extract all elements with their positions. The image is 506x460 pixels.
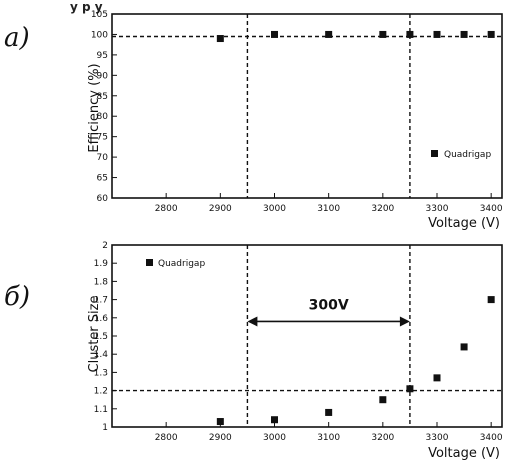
legend-label-efficiency: Quadrigap	[444, 150, 491, 160]
x-axis-label-cluster-size: Voltage (V)	[428, 446, 500, 460]
y-axis-label-cluster-size: Cluster Size	[87, 296, 102, 373]
cluster-size-x-tick-label: 3400	[480, 433, 503, 443]
header-fragment: y p y	[70, 0, 103, 14]
efficiency-y-tick-label: 105	[91, 10, 108, 20]
efficiency-data-point	[216, 35, 224, 43]
cluster-size-data-point	[271, 416, 278, 424]
span-arrow-head-right	[399, 316, 410, 327]
legend-marker-efficiency	[431, 150, 438, 157]
efficiency-x-tick-label: 2900	[209, 204, 232, 214]
efficiency-y-tick-label: 75	[97, 133, 108, 143]
efficiency-x-tick-label: 3100	[317, 204, 340, 214]
cluster-size-y-tick-label: 1.7	[94, 296, 108, 306]
cluster-size-x-tick-label: 3000	[263, 433, 286, 443]
cluster-size-x-tick-label: 2800	[155, 433, 178, 443]
cluster-size-y-tick-label: 1.1	[94, 405, 108, 415]
cluster-size-plot-frame	[111, 244, 503, 428]
cluster-size-x-tick-label: 3200	[371, 433, 394, 443]
cluster-size-x-tick-label: 3300	[426, 433, 449, 443]
cluster-size-x-tick-label: 2900	[209, 433, 232, 443]
cluster-size-data-point	[487, 296, 495, 304]
cluster-size-panel: б) Cluster Size 2800 2900 3000 3100 3200 3300…	[4, 241, 503, 460]
efficiency-x-tick-label: 3400	[480, 204, 503, 214]
y-axis-label-efficiency: Efficiency (%)	[87, 63, 102, 152]
efficiency-y-tick-label: 100	[91, 30, 108, 40]
legend-marker-cluster-size	[146, 259, 153, 266]
efficiency-plot-frame	[111, 13, 503, 199]
cluster-size-data-point	[325, 408, 333, 416]
panel-label-b: б)	[4, 282, 30, 312]
cluster-size-y-tick-label: 1	[102, 423, 108, 433]
efficiency-x-tick-label: 3200	[371, 204, 394, 214]
span-annotation-label: 300V	[309, 297, 349, 313]
efficiency-panel: a) Efficiency (%) 2800 2900 3000 3100 3200 33…	[4, 10, 503, 231]
efficiency-y-tick-label: 95	[97, 51, 108, 61]
efficiency-y-tick-label: 85	[97, 92, 108, 102]
efficiency-data-point	[271, 30, 278, 38]
cluster-size-y-tick-label: 1.3	[94, 368, 108, 378]
efficiency-x-tick-label: 3300	[426, 204, 449, 214]
cluster-size-y-tick-label: 2	[102, 241, 108, 251]
efficiency-y-tick-label: 65	[97, 174, 108, 184]
panel-label-a: a)	[4, 23, 30, 53]
cluster-size-data-point	[216, 418, 224, 426]
cluster-size-data-point	[379, 396, 387, 404]
cluster-size-y-tick-label: 1.5	[94, 332, 108, 342]
cluster-size-data-point	[406, 385, 414, 393]
efficiency-y-tick-label: 70	[97, 153, 109, 163]
cluster-size-y-tick-label: 1.4	[94, 350, 109, 360]
efficiency-data-point	[379, 30, 387, 38]
efficiency-y-tick-label: 90	[97, 71, 109, 81]
cluster-size-y-tick-label: 1.9	[94, 259, 109, 269]
efficiency-data-point	[487, 30, 495, 38]
cluster-size-y-tick-label: 1.8	[94, 277, 109, 287]
cluster-size-y-tick-label: 1.6	[94, 314, 109, 324]
efficiency-data-point	[406, 30, 414, 38]
legend-label-cluster-size: Quadrigap	[158, 259, 205, 269]
efficiency-data-point	[325, 30, 333, 38]
span-arrow-head-left	[247, 316, 258, 327]
efficiency-x-tick-label: 2800	[155, 204, 178, 214]
efficiency-y-tick-label: 60	[97, 194, 109, 204]
efficiency-y-tick-label: 80	[97, 112, 109, 122]
efficiency-data-point	[460, 30, 468, 38]
cluster-size-data-point	[433, 374, 441, 382]
efficiency-x-tick-label: 3000	[263, 204, 286, 214]
cluster-size-data-point	[460, 343, 468, 351]
cluster-size-y-tick-label: 1.2	[94, 387, 108, 397]
efficiency-data-point	[433, 30, 441, 38]
cluster-size-x-tick-label: 3100	[317, 433, 340, 443]
x-axis-label-efficiency: Voltage (V)	[428, 216, 500, 231]
